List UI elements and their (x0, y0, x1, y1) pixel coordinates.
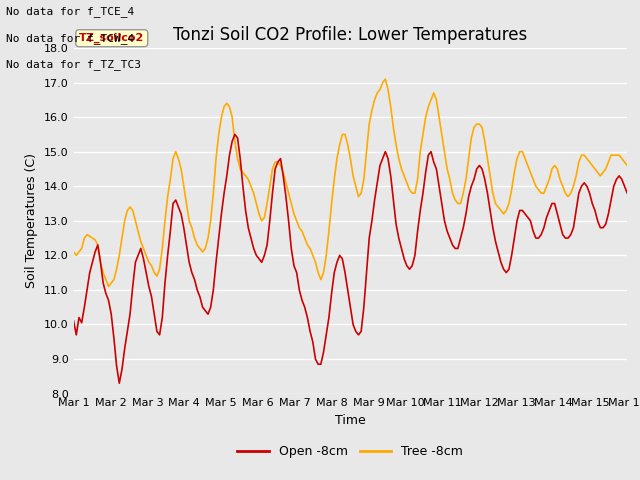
Text: No data for f_TZ_TC3: No data for f_TZ_TC3 (6, 59, 141, 70)
Title: Tonzi Soil CO2 Profile: Lower Temperatures: Tonzi Soil CO2 Profile: Lower Temperatur… (173, 25, 527, 44)
Text: TZ_soilco2: TZ_soilco2 (79, 33, 145, 43)
Text: No data for f_TCW_4: No data for f_TCW_4 (6, 33, 134, 44)
Text: No data for f_TCE_4: No data for f_TCE_4 (6, 6, 134, 17)
X-axis label: Time: Time (335, 414, 366, 427)
Legend: Open -8cm, Tree -8cm: Open -8cm, Tree -8cm (232, 440, 468, 463)
Y-axis label: Soil Temperatures (C): Soil Temperatures (C) (26, 153, 38, 288)
